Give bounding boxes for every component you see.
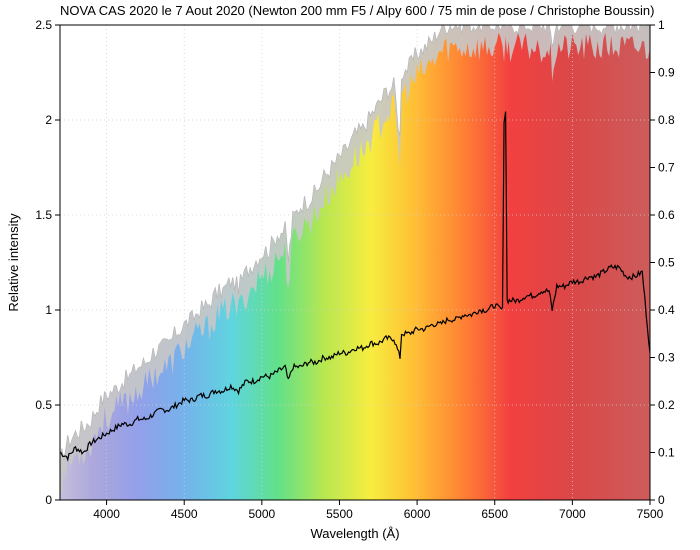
y-left-tick-label: 1.5 bbox=[35, 208, 52, 222]
y-right-tick-label: 0.5 bbox=[658, 256, 675, 270]
y-right-tick-label: 1 bbox=[658, 18, 665, 32]
x-tick-label: 4500 bbox=[171, 507, 198, 521]
y-right-tick-label: 0.8 bbox=[658, 113, 675, 127]
y-right-tick-label: 0.6 bbox=[658, 208, 675, 222]
y-left-tick-label: 2 bbox=[45, 113, 52, 127]
spectrum-chart: 4000450050005500600065007000750000.511.5… bbox=[0, 0, 700, 550]
y-right-tick-label: 0.4 bbox=[658, 303, 675, 317]
y-left-tick-label: 0.5 bbox=[35, 398, 52, 412]
y-right-tick-label: 0.7 bbox=[658, 161, 675, 175]
x-tick-label: 5000 bbox=[248, 507, 275, 521]
x-tick-label: 7500 bbox=[637, 507, 664, 521]
x-tick-label: 6500 bbox=[481, 507, 508, 521]
x-tick-label: 6000 bbox=[404, 507, 431, 521]
x-tick-label: 4000 bbox=[93, 507, 120, 521]
y-right-tick-label: 0.2 bbox=[658, 398, 675, 412]
y-left-tick-label: 0 bbox=[45, 493, 52, 507]
y-left-tick-label: 2.5 bbox=[35, 18, 52, 32]
chart-title: NOVA CAS 2020 le 7 Aout 2020 (Newton 200… bbox=[60, 3, 654, 18]
y-right-tick-label: 0.9 bbox=[658, 66, 675, 80]
y-right-tick-label: 0.1 bbox=[658, 446, 675, 460]
x-axis-label: Wavelength (Å) bbox=[310, 526, 399, 541]
y-right-tick-label: 0.3 bbox=[658, 351, 675, 365]
y-right-tick-label: 0 bbox=[658, 493, 665, 507]
x-tick-label: 7000 bbox=[559, 507, 586, 521]
x-tick-label: 5500 bbox=[326, 507, 353, 521]
y-axis-label: Relative intensity bbox=[6, 213, 21, 312]
y-left-tick-label: 1 bbox=[45, 303, 52, 317]
chart-svg: 4000450050005500600065007000750000.511.5… bbox=[0, 0, 700, 550]
